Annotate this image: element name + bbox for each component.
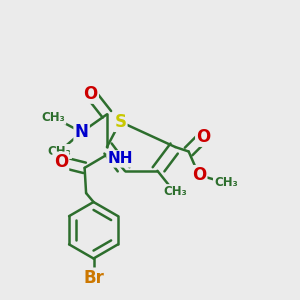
Text: Br: Br xyxy=(83,269,104,287)
Text: O: O xyxy=(83,85,98,103)
Text: O: O xyxy=(196,128,211,146)
Text: S: S xyxy=(114,113,126,131)
Text: CH₃: CH₃ xyxy=(41,111,65,124)
Text: O: O xyxy=(192,166,206,184)
Text: N: N xyxy=(75,123,88,141)
Text: CH₃: CH₃ xyxy=(214,176,238,189)
Text: CH₃: CH₃ xyxy=(164,185,187,198)
Text: NH: NH xyxy=(107,152,133,166)
Text: CH₃: CH₃ xyxy=(47,145,71,158)
Text: O: O xyxy=(54,153,68,171)
